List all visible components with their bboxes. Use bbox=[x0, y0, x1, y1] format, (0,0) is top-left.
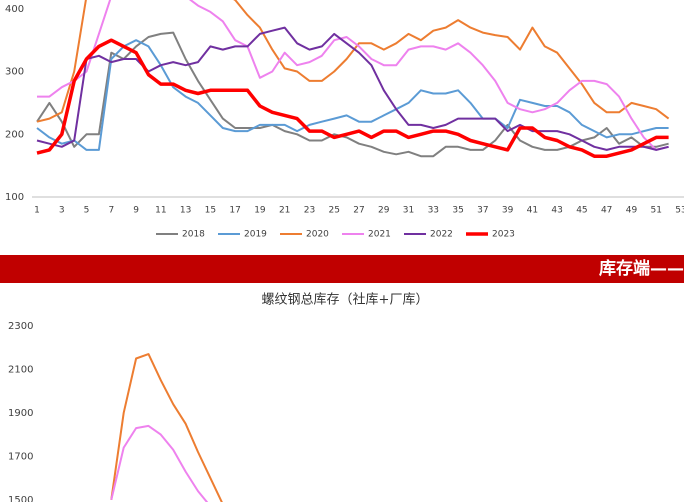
y-tick-label: 1700 bbox=[8, 451, 33, 462]
plot-area bbox=[36, 0, 670, 158]
x-tick-label: 11 bbox=[155, 206, 166, 216]
y-tick-label: 2100 bbox=[8, 364, 33, 375]
x-tick-label: 33 bbox=[428, 206, 439, 216]
x-tick-label: 45 bbox=[576, 206, 587, 216]
x-tick-label: 3 bbox=[59, 206, 65, 216]
series-line bbox=[36, 31, 669, 158]
x-tick-label: 27 bbox=[353, 206, 364, 216]
x-tick-label: 47 bbox=[601, 206, 612, 216]
x-tick-label: 19 bbox=[254, 206, 266, 216]
x-tick-label: 23 bbox=[304, 206, 315, 216]
y-tick-label: 1500 bbox=[8, 495, 33, 502]
series-line bbox=[37, 0, 669, 151]
x-tick-label: 35 bbox=[452, 206, 463, 216]
x-tick-label: 9 bbox=[133, 206, 139, 216]
series-line bbox=[36, 39, 669, 151]
x-tick-label: 5 bbox=[84, 206, 90, 216]
y-tick-label: 200 bbox=[5, 129, 24, 140]
series-line bbox=[36, 38, 669, 158]
legend-label: 2022 bbox=[430, 230, 453, 240]
x-tick-label: 29 bbox=[378, 206, 390, 216]
x-tick-label: 15 bbox=[205, 206, 216, 216]
plot-area bbox=[110, 353, 223, 502]
y-tick-label: 2300 bbox=[8, 321, 33, 332]
x-tick-label: 25 bbox=[329, 206, 340, 216]
x-tick-label: 39 bbox=[502, 206, 514, 216]
chart-title: 螺纹钢总库存（社库+厂库） bbox=[262, 292, 429, 308]
x-tick-label: 17 bbox=[229, 206, 240, 216]
series-line bbox=[36, 0, 670, 123]
x-tick-label: 53 bbox=[675, 206, 684, 216]
x-tick-label: 1 bbox=[34, 206, 40, 216]
x-tick-label: 37 bbox=[477, 206, 488, 216]
x-tick-label: 7 bbox=[108, 206, 114, 216]
x-tick-label: 31 bbox=[403, 206, 414, 216]
banner bbox=[0, 255, 684, 283]
x-tick-label: 51 bbox=[651, 206, 662, 216]
legend-label: 2020 bbox=[306, 230, 329, 240]
y-tick-label: 100 bbox=[5, 192, 24, 203]
y-tick-label: 400 bbox=[5, 4, 24, 15]
legend-label: 2021 bbox=[368, 230, 391, 240]
legend-label: 2018 bbox=[182, 230, 205, 240]
series-line bbox=[110, 424, 209, 502]
legend-label: 2023 bbox=[492, 230, 515, 240]
banner-text: 库存端—— bbox=[599, 258, 684, 279]
x-tick-label: 13 bbox=[180, 206, 191, 216]
legend-label: 2019 bbox=[244, 230, 267, 240]
x-tick-label: 49 bbox=[626, 206, 638, 216]
series-line bbox=[110, 353, 223, 502]
x-tick-label: 43 bbox=[551, 206, 562, 216]
x-tick-label: 41 bbox=[527, 206, 538, 216]
y-tick-label: 1900 bbox=[8, 408, 33, 419]
y-tick-label: 300 bbox=[5, 67, 24, 78]
x-tick-label: 21 bbox=[279, 206, 290, 216]
